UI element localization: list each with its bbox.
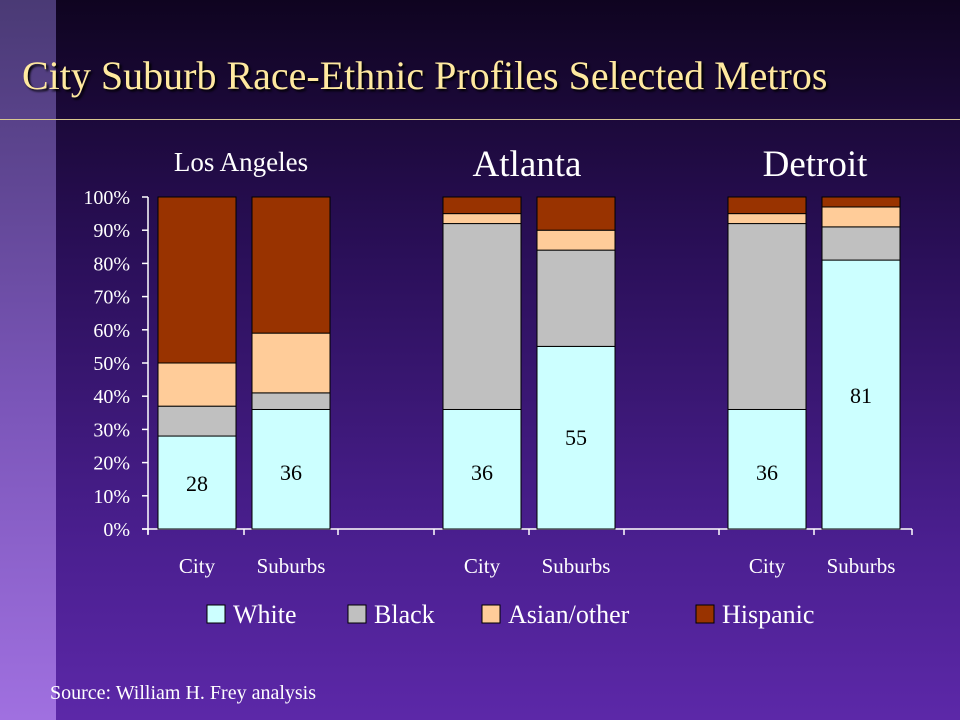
bar-segment-white xyxy=(536,345,616,530)
bar-segment-hispanic xyxy=(157,196,237,364)
y-tick-label: 60% xyxy=(93,320,130,342)
slide-title: City Suburb Race-Ethnic Profiles Selecte… xyxy=(22,53,828,98)
bar-segment-black xyxy=(536,249,616,347)
bar-segment-asian-other xyxy=(727,213,807,225)
legend-label: Asian/other xyxy=(508,600,630,629)
y-tick-label: 80% xyxy=(93,253,130,275)
bar-segment-white xyxy=(442,408,522,530)
x-category-label: City xyxy=(179,554,216,578)
bar-segment-asian-other xyxy=(442,213,522,225)
bar-segment-hispanic xyxy=(727,196,807,215)
bar-segment-asian-other xyxy=(536,229,616,251)
bar-segment-asian-other xyxy=(251,332,331,394)
group-title: Los Angeles xyxy=(174,147,308,177)
group-title: Detroit xyxy=(763,144,869,185)
bar-segment-white xyxy=(821,259,901,530)
legend-label: White xyxy=(233,600,297,629)
bar-segment-white xyxy=(157,435,237,530)
title-rule xyxy=(0,119,960,120)
x-category-label: Suburbs xyxy=(257,554,326,578)
x-category-label: Suburbs xyxy=(542,554,611,578)
bar-segment-black xyxy=(821,226,901,261)
bar-segment-hispanic xyxy=(442,196,522,215)
bar-segment-black xyxy=(727,223,807,410)
bar-segment-black xyxy=(157,405,237,437)
bar-segment-asian-other xyxy=(821,206,901,228)
data-label: 28 xyxy=(186,471,208,496)
legend-swatch xyxy=(695,604,715,624)
bar-segment-white xyxy=(727,408,807,530)
y-tick-label: 0% xyxy=(103,519,130,541)
legend-label: Black xyxy=(374,600,435,629)
bar-segment-asian-other xyxy=(157,362,237,407)
source-note: Source: William H. Frey analysis xyxy=(50,682,317,704)
legend-swatch xyxy=(206,604,226,624)
x-category-label: Suburbs xyxy=(827,554,896,578)
data-label: 36 xyxy=(280,460,302,485)
bar-segment-hispanic xyxy=(251,196,331,334)
group-title: Atlanta xyxy=(473,144,582,185)
y-tick-label: 100% xyxy=(83,187,130,209)
y-tick-label: 20% xyxy=(93,453,130,475)
bar-segment-hispanic xyxy=(821,196,901,208)
data-label: 36 xyxy=(471,460,493,485)
x-category-label: City xyxy=(749,554,786,578)
side-stripe xyxy=(0,0,56,720)
data-label: 81 xyxy=(850,383,872,408)
data-label: 36 xyxy=(756,460,778,485)
bar-segment-black xyxy=(442,223,522,410)
data-label: 55 xyxy=(565,425,587,450)
y-tick-label: 50% xyxy=(93,353,130,375)
y-tick-label: 30% xyxy=(93,419,130,441)
legend-swatch xyxy=(481,604,501,624)
bar-segment-black xyxy=(251,392,331,410)
y-tick-label: 70% xyxy=(93,287,130,309)
legend-label: Hispanic xyxy=(722,600,814,629)
legend-swatch xyxy=(347,604,367,624)
x-category-label: City xyxy=(464,554,501,578)
bar-segment-hispanic xyxy=(536,196,616,231)
y-tick-label: 10% xyxy=(93,486,130,508)
y-tick-label: 40% xyxy=(93,386,130,408)
y-tick-label: 90% xyxy=(93,220,130,242)
